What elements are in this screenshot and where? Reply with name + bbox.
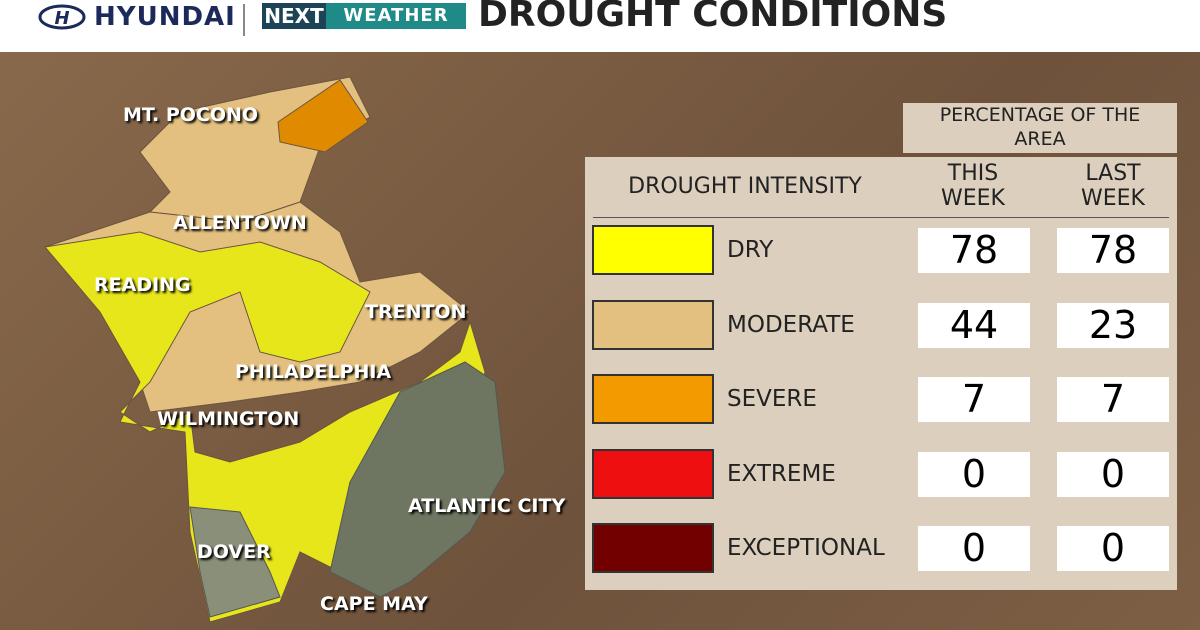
separator [243,4,245,36]
map [44,76,506,623]
row-label: DRY [727,237,774,263]
value-last-week: 78 [1057,228,1169,273]
header-bar: H HYUNDAI NEXT WEATHER DROUGHT CONDITION… [0,0,1200,52]
region-terrain [329,361,506,598]
value-this-week: 0 [918,526,1030,571]
region-severe [277,79,369,153]
table-panel: DROUGHT INTENSITY THIS WEEK LAST WEEK DR… [585,157,1177,590]
value-last-week: 0 [1057,526,1169,571]
region-terrain [189,506,281,618]
brand-logo: H [38,4,86,30]
header-rule [593,217,1169,218]
swatch [592,299,714,350]
value-this-week: 78 [918,228,1030,273]
map-label: ALLENTOWN [173,212,307,234]
map-label: READING [94,274,191,296]
value-last-week: 7 [1057,377,1169,422]
map-label: DOVER [197,541,271,563]
value-last-week: 23 [1057,302,1169,348]
swatch [592,225,714,275]
map-label: PHILADELPHIA [235,361,392,383]
row-label: MODERATE [727,311,855,338]
value-this-week: 7 [918,377,1030,422]
row-label: EXCEPTIONAL [727,535,885,561]
column-header: LAST WEEK [1081,161,1145,211]
column-header: DROUGHT INTENSITY [628,174,862,199]
title: DROUGHT CONDITIONS [478,0,948,35]
swatch [592,374,714,424]
map-label: TRENTON [365,301,467,323]
row-label: EXTREME [727,460,836,487]
caption-box: PERCENTAGE OF THE AREA [903,103,1177,153]
swatch [592,448,714,499]
map-label: CAPE MAY [320,593,428,615]
next-badge: NEXT [262,3,326,29]
row-label: SEVERE [727,386,817,412]
swatch [592,523,714,573]
caption: PERCENTAGE OF THE AREA [939,104,1141,150]
value-this-week: 44 [918,302,1030,348]
column-header: THIS WEEK [941,161,1005,211]
brand: HYUNDAI [94,2,236,32]
weather-badge: WEATHER [326,3,466,29]
map-label: MT. POCONO [123,104,259,126]
map-label: WILMINGTON [157,408,300,430]
map-label: ATLANTIC CITY [408,495,566,517]
value-this-week: 0 [918,451,1030,497]
svg-text:H: H [54,8,69,29]
value-last-week: 0 [1057,451,1169,497]
